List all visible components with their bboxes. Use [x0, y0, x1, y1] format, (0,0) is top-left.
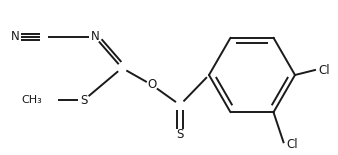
Text: CH₃: CH₃ [21, 95, 42, 105]
Text: N: N [10, 31, 19, 44]
Text: Cl: Cl [318, 64, 330, 77]
Text: S: S [176, 128, 184, 142]
Text: O: O [147, 78, 156, 91]
Text: S: S [80, 93, 88, 106]
Text: Cl: Cl [287, 138, 298, 151]
Text: N: N [91, 31, 99, 44]
